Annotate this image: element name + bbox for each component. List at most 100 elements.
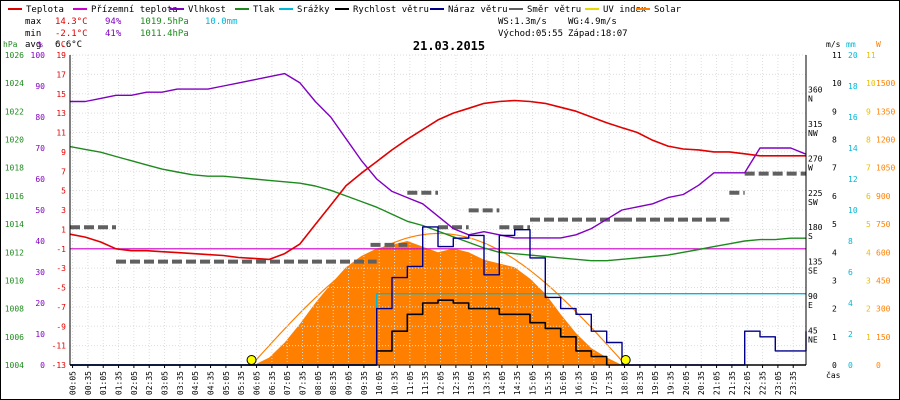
pressure-tick-label: 1026 — [5, 51, 24, 60]
legend-entry: Srážky — [297, 5, 330, 15]
stat-avg-label: avg — [25, 40, 41, 50]
uv-tick-label: 6 — [866, 192, 871, 201]
direction-tick-label: 360 — [808, 85, 823, 94]
x-tick-label: 07:05 — [283, 371, 292, 395]
series-line-vlhkost — [70, 72, 807, 239]
series-line-teplota — [69, 99, 806, 261]
wind-speed-tick-label: 11 — [832, 51, 842, 60]
pressure-tick-label: 1024 — [5, 79, 24, 88]
x-tick-label: 22:35 — [759, 371, 768, 395]
x-tick-label: 13:35 — [483, 371, 492, 395]
direction-tick-label-dir: SW — [808, 198, 818, 207]
pressure-tick-label: 1010 — [5, 276, 24, 285]
uv-tick-label: 7 — [866, 164, 871, 173]
wind-speed-tick-label: 10 — [832, 79, 842, 88]
x-tick-label: 23:05 — [774, 371, 783, 395]
x-tick-label: 17:35 — [605, 371, 614, 395]
x-tick-label: 10:35 — [391, 371, 400, 395]
x-tick-label: 19:35 — [667, 371, 676, 395]
wind-speed-tick-label: 2 — [832, 305, 837, 314]
wind-direction-series — [70, 171, 806, 264]
axis-title-degc: °C — [56, 40, 66, 49]
x-tick-label: 01:05 — [99, 371, 108, 395]
temperature-tick-label: 13 — [56, 109, 66, 118]
x-tick-label: 20:35 — [697, 371, 706, 395]
x-tick-label: 06:35 — [268, 371, 277, 395]
x-tick-label: 08:35 — [329, 371, 338, 395]
legend-entry: Rychlost větru — [353, 5, 429, 15]
uv-tick-label: 3 — [866, 276, 871, 285]
legend-entry: Tlak — [253, 5, 275, 15]
pressure-tick-label: 1014 — [5, 220, 24, 229]
temperature-tick-label: 5 — [61, 187, 66, 196]
legend-entry: Solar — [654, 5, 682, 15]
x-tick-label: 12:05 — [437, 371, 446, 395]
direction-tick-label: 135 — [808, 258, 823, 267]
wind-speed-tick-label: 0 — [832, 361, 837, 370]
rain-tick-label: 6 — [848, 268, 853, 277]
uv-tick-label: 4 — [866, 248, 871, 257]
pressure-tick-label: 1006 — [5, 333, 24, 342]
x-tick-label: 23:35 — [789, 371, 798, 395]
x-axis: 00:05 00:35 01:05 01:35 02:05 02:35 03:05 03:35… — [69, 365, 841, 395]
temperature-tick-label: 9 — [61, 148, 66, 157]
temperature-tick-label: 19 — [56, 51, 66, 60]
x-tick-label: 09:35 — [360, 371, 369, 395]
temperature-tick-label: -9 — [56, 322, 66, 331]
wind-speed-tick-label: 4 — [832, 248, 837, 257]
stat-max-label: max — [25, 17, 42, 27]
temperature-tick-label: -11 — [52, 342, 67, 351]
direction-tick-label: 90 — [808, 292, 818, 301]
humidity-tick-label: 10 — [35, 330, 45, 339]
x-tick-label: 14:35 — [513, 371, 522, 395]
wind-info: WS:1.3m/s WG:4.9m/s Východ:05:55 Západ:1… — [498, 17, 628, 39]
x-tick-label: 13:05 — [467, 371, 476, 395]
legend-entry: Náraz větru — [448, 5, 508, 15]
solar-tick-label: 0 — [876, 361, 881, 370]
uv-tick-label: 1 — [866, 333, 871, 342]
axis-title-mm: mm — [846, 40, 856, 49]
stat-min-temp: -2.1°C — [55, 29, 88, 39]
x-tick-label: 00:05 — [69, 371, 78, 395]
sunrise-time: Východ:05:55 — [498, 29, 563, 39]
rain-tick-label: 10 — [848, 206, 858, 215]
x-tick-label: 11:35 — [421, 371, 430, 395]
x-tick-label: 06:05 — [253, 371, 262, 395]
x-tick-label: 22:05 — [743, 371, 752, 395]
x-tick-label: 21:35 — [728, 371, 737, 395]
wind-speed-tick-label: 9 — [832, 107, 837, 116]
solar-tick-label: 150 — [876, 333, 891, 342]
wind-wg: WG:4.9m/s — [568, 17, 617, 27]
chart-title: 21.03.2015 — [413, 39, 485, 53]
stat-max-press: 1019.5hPa — [140, 17, 189, 27]
pressure-tick-label: 1012 — [5, 248, 24, 257]
temperature-tick-label: -5 — [56, 284, 66, 293]
x-tick-label: 05:05 — [222, 371, 231, 395]
pressure-tick-label: 1008 — [5, 305, 24, 314]
legend-entry: Přízemní teplota — [91, 5, 178, 15]
direction-tick-label-dir: E — [808, 301, 813, 310]
temperature-tick-label: 15 — [56, 90, 66, 99]
legend-entry: Vlhkost — [188, 5, 226, 15]
solar-tick-label: 1350 — [876, 107, 895, 116]
rain-tick-label: 12 — [848, 175, 858, 184]
x-tick-label: 19:05 — [651, 371, 660, 395]
stat-avg-temp: 6.6°C — [55, 40, 82, 50]
direction-tick-label-dir: W — [808, 163, 813, 172]
wind-speed-tick-label: 5 — [832, 220, 837, 229]
humidity-tick-label: 20 — [35, 299, 45, 308]
axis-title-hpa: hPa — [3, 40, 18, 49]
wind-speed-tick-label: 3 — [832, 276, 837, 285]
sunset-marker — [620, 355, 631, 365]
sunset-time: Západ:18:07 — [568, 29, 628, 39]
grid-lines — [70, 54, 806, 366]
x-tick-label: 03:35 — [176, 371, 185, 395]
x-tick-label: 15:05 — [529, 371, 538, 395]
x-tick-label: 12:35 — [452, 371, 461, 395]
humidity-tick-label: 90 — [35, 82, 45, 91]
temperature-tick-label: -7 — [56, 303, 66, 312]
rain-tick-label: 8 — [848, 237, 853, 246]
stat-max-rain: 10.0mm — [205, 17, 238, 27]
legend-entry: Teplota — [26, 5, 64, 15]
